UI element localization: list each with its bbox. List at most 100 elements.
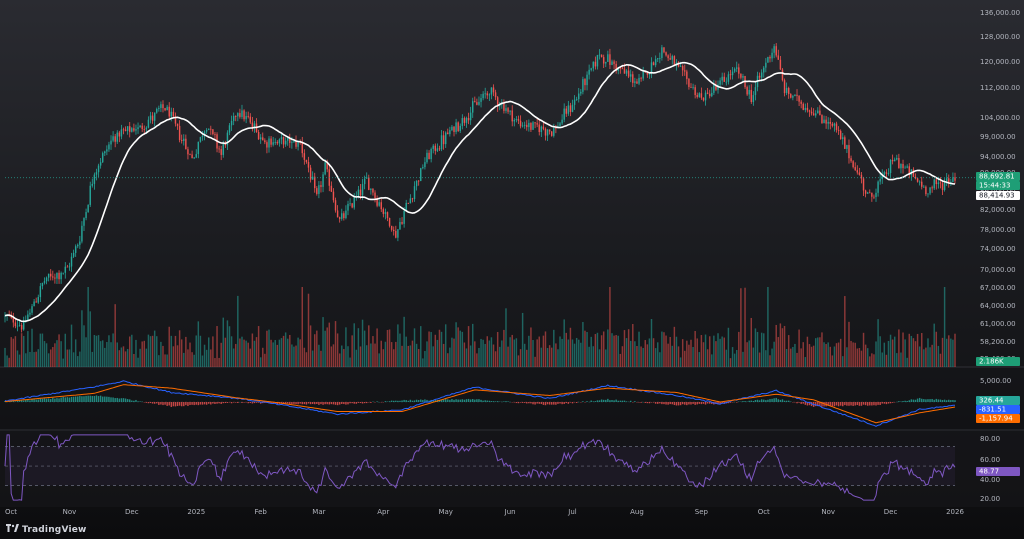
volume-bar <box>812 345 815 367</box>
volume-bar <box>736 350 738 367</box>
candle-body <box>665 52 667 56</box>
volume-bar <box>642 347 644 367</box>
volume-bar <box>199 335 202 367</box>
candle-body <box>338 217 341 219</box>
candle-body <box>548 129 551 132</box>
volume-bar <box>885 354 888 367</box>
macd-histogram-bar <box>471 399 474 402</box>
candle-body <box>540 126 543 132</box>
volume-bar <box>935 331 938 367</box>
macd-histogram-bar <box>16 400 19 402</box>
volume-bar <box>455 322 457 367</box>
volume-bar <box>174 335 177 367</box>
macd-histogram-bar <box>844 402 846 406</box>
candle-body <box>941 183 944 190</box>
candle-body <box>60 272 62 280</box>
candle-body <box>785 88 788 94</box>
candle-body <box>731 71 734 76</box>
volume-bar <box>41 333 44 367</box>
macd-histogram-bar <box>299 402 301 404</box>
volume-bar <box>467 326 470 367</box>
candle-body <box>553 128 555 136</box>
candle-body <box>684 70 686 72</box>
macd-histogram-bar <box>178 402 181 406</box>
macd-histogram-bar <box>521 402 524 403</box>
candle-body <box>22 321 25 330</box>
macd-histogram-bar <box>432 400 434 402</box>
macd-histogram-bar <box>496 401 499 402</box>
macd-histogram-bar <box>411 400 414 402</box>
volume-bar <box>363 330 366 367</box>
volume-bar <box>692 347 694 367</box>
countdown-badge-bg <box>976 181 1020 190</box>
candle-body <box>767 56 769 63</box>
candle-body <box>207 128 210 130</box>
candle-body <box>634 81 636 83</box>
volume-bar <box>817 337 819 367</box>
candle-body <box>56 272 58 279</box>
candle-body <box>295 140 297 147</box>
candle-body <box>798 95 800 102</box>
candle-body <box>118 132 121 137</box>
macd-histogram-bar <box>66 397 69 402</box>
candle-body <box>39 286 42 298</box>
macd-histogram-bar <box>933 399 935 402</box>
candle-body <box>760 72 763 78</box>
macd-histogram-bar <box>415 399 418 402</box>
macd-histogram-bar <box>417 400 420 402</box>
candle-body <box>773 46 775 53</box>
volume-bar <box>729 358 732 367</box>
macd-histogram-bar <box>434 399 437 402</box>
macd-histogram-bar <box>488 400 491 402</box>
volume-bar <box>715 341 717 367</box>
candle-body <box>586 74 588 86</box>
macd-histogram-bar <box>87 395 89 402</box>
volume-bar <box>178 330 181 367</box>
volume-bar <box>607 329 609 367</box>
candle-body <box>810 111 813 114</box>
macd-histogram-bar <box>174 402 177 407</box>
volume-bar <box>97 335 100 367</box>
time-tick-label: May <box>438 508 452 516</box>
volume-bar <box>16 350 19 367</box>
candle-body <box>232 116 235 121</box>
tradingview-logo[interactable]: TradingView <box>6 524 87 535</box>
volume-bar <box>717 333 719 367</box>
macd-histogram-bar <box>249 402 252 404</box>
volume-bar <box>711 354 713 367</box>
volume-bar <box>224 337 227 367</box>
time-axis[interactable]: Oct Nov Dec 2025 Feb Mar Apr May Jun Jul Aug Sep Oct… <box>5 508 965 516</box>
candle-body <box>499 104 501 107</box>
time-tick-label: Jun <box>504 508 516 516</box>
volume-bar <box>20 333 23 367</box>
volume-bar <box>879 336 881 367</box>
candle-body <box>85 212 87 219</box>
volume-bar <box>330 346 333 367</box>
volume-bar <box>555 343 557 367</box>
macd-histogram-bar <box>118 398 121 402</box>
volume-bar <box>835 343 838 367</box>
candle-body <box>829 121 831 124</box>
candle-body <box>752 95 755 103</box>
volume-bar <box>4 347 6 367</box>
macd-histogram-bar <box>640 402 642 403</box>
macd-histogram-bar <box>910 399 913 402</box>
volume-bar <box>45 343 48 367</box>
candle-body <box>81 225 83 242</box>
candle-body <box>702 97 705 101</box>
candle-body <box>648 73 651 75</box>
volume-bar <box>91 351 94 367</box>
volume-bar <box>66 349 69 367</box>
candle-body <box>918 181 921 183</box>
candle-body <box>546 129 549 136</box>
volume-bar <box>605 349 607 367</box>
price-axis[interactable]: 136,000.00 128,000.00 120,000.00 112,000.00… <box>980 9 1020 503</box>
macd-histogram-bar <box>25 399 27 402</box>
volume-bar <box>713 335 715 367</box>
volume-bar <box>794 343 796 367</box>
volume-bar <box>548 345 551 367</box>
candle-body <box>453 126 455 132</box>
volume-bar <box>530 327 532 367</box>
volume-bar <box>640 346 642 367</box>
